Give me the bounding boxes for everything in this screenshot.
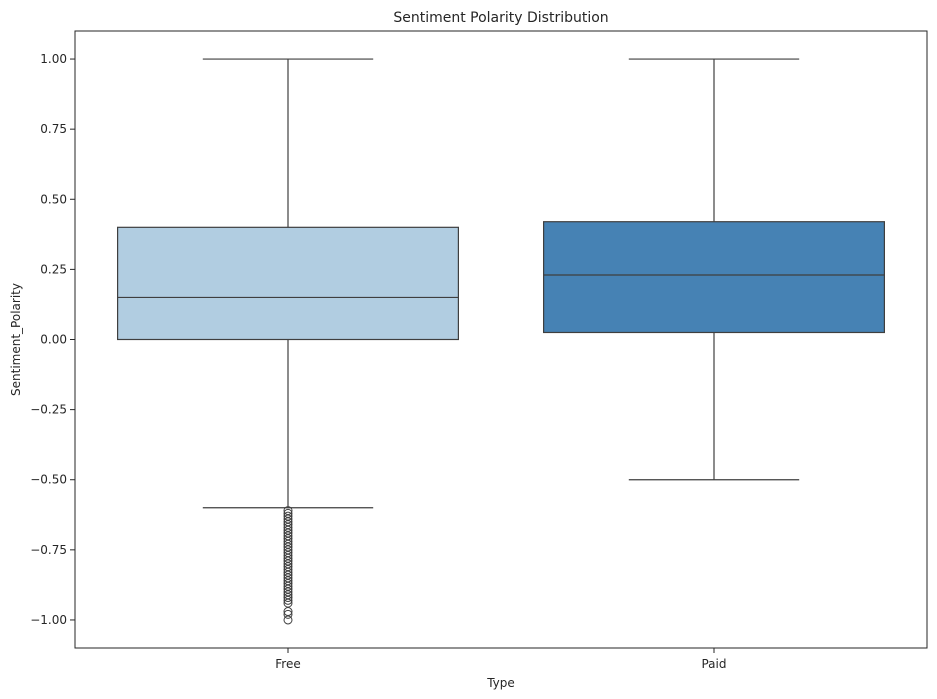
y-tick-label: 0.75 <box>40 122 67 136</box>
x-tick-label: Paid <box>701 657 726 671</box>
outlier-point <box>283 615 293 625</box>
outlier-point <box>283 593 293 603</box>
iqr-box <box>542 221 885 334</box>
x-axis: Free Paid <box>275 648 727 671</box>
box-plots <box>116 58 885 625</box>
iqr-box <box>116 226 459 341</box>
y-tick-label: 0.50 <box>40 192 67 206</box>
x-axis-label: Type <box>486 676 515 690</box>
x-tick-label: Free <box>275 657 300 671</box>
y-tick-label: −0.25 <box>30 403 67 417</box>
outlier-point <box>283 609 293 619</box>
box-free <box>116 58 459 625</box>
y-tick-label: 1.00 <box>40 52 67 66</box>
y-axis-label: Sentiment_Polarity <box>9 283 23 396</box>
y-tick-label: −1.00 <box>30 613 67 627</box>
y-tick-label: −0.75 <box>30 543 67 557</box>
y-tick-label: 0.00 <box>40 333 67 347</box>
box-paid <box>542 58 885 481</box>
y-tick-label: 0.25 <box>40 262 67 276</box>
y-axis: 1.00 0.75 0.50 0.25 0.00 −0.25 −0.50 −0.75 −1.00 <box>30 52 75 627</box>
outlier-point <box>283 595 293 605</box>
chart-title: Sentiment Polarity Distribution <box>393 10 608 26</box>
y-tick-label: −0.50 <box>30 473 67 487</box>
